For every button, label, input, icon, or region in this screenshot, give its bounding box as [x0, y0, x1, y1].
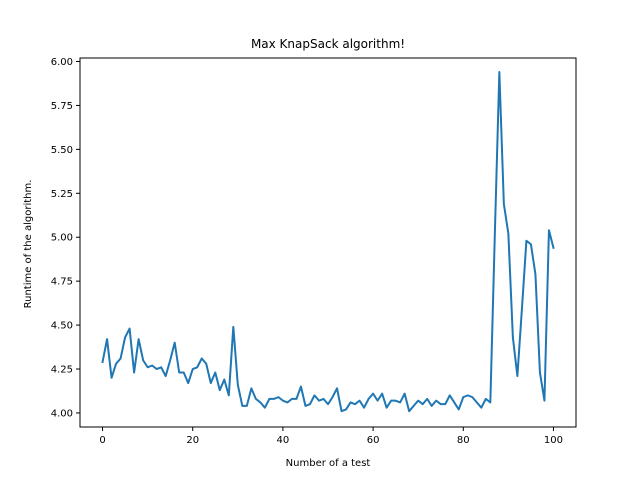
- y-tick-label: 4.00: [51, 408, 73, 419]
- y-tick-label: 5.75: [51, 101, 73, 112]
- y-tick-label: 4.75: [51, 277, 73, 288]
- axes-frame: [79, 57, 577, 428]
- x-tick-label: 40: [277, 435, 290, 446]
- series-line: [101, 71, 555, 413]
- x-tick-label: 60: [367, 435, 380, 446]
- x-tick-label: 80: [457, 435, 470, 446]
- y-tick-label: 4.50: [51, 321, 73, 332]
- chart-title: Max KnapSack algorithm!: [251, 37, 405, 51]
- y-tick-label: 5.00: [51, 233, 73, 244]
- x-tick-label: 20: [186, 435, 199, 446]
- y-tick-label: 5.50: [51, 145, 73, 156]
- x-tick-label: 0: [99, 435, 105, 446]
- x-axis-label: Number of a test: [286, 458, 371, 469]
- y-tick-label: 4.25: [51, 365, 73, 376]
- plot-area: 0 20 40 60 80 100 4.00 4.25 4.50 4.75 5.00 5.25 5.50…: [51, 57, 577, 446]
- y-tick-label: 5.25: [51, 189, 73, 200]
- y-tick-label: 6.00: [51, 57, 73, 68]
- y-axis-label: Runtime of the algorithm.: [23, 180, 34, 309]
- x-tick-label: 100: [544, 435, 563, 446]
